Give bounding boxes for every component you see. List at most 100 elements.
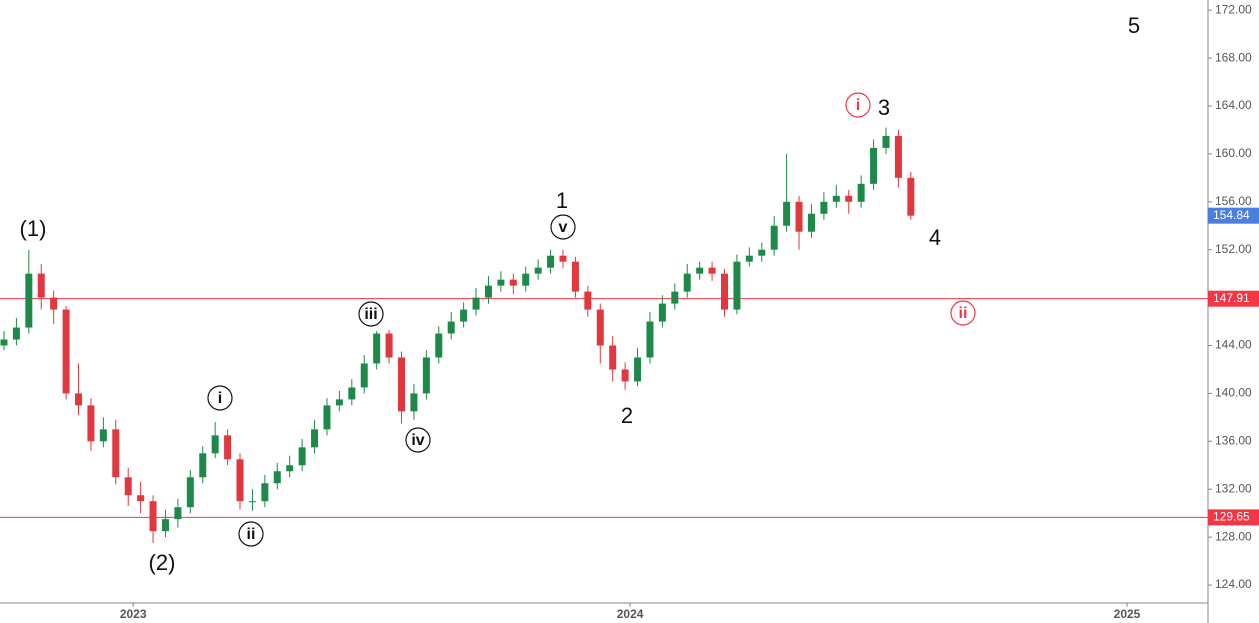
candle-body: [112, 429, 120, 478]
candle-body: [261, 483, 269, 502]
candle-body: [224, 435, 232, 460]
candle-body: [373, 333, 381, 364]
y-tick-label: 132.00: [1215, 481, 1252, 495]
candle-body: [882, 135, 890, 148]
level-label-bg: [1208, 290, 1259, 307]
level-label: 129.65: [1213, 510, 1250, 524]
wave-label: 5: [1128, 13, 1140, 38]
candle-body: [559, 255, 567, 262]
candle-body: [174, 507, 182, 520]
wave-circle: [238, 521, 264, 547]
wave-circle: [950, 300, 976, 326]
candle-body: [497, 279, 505, 286]
wave-circle: [845, 92, 871, 118]
candle-body: [186, 477, 194, 508]
wave-label: i: [856, 97, 860, 114]
candle-body: [273, 471, 281, 484]
wave-circle: [405, 427, 431, 453]
candle-body: [211, 435, 219, 454]
wave-label: (2): [149, 550, 176, 575]
last-price-label: 154.84: [1213, 208, 1250, 222]
y-tick-label: 144.00: [1215, 338, 1252, 352]
candle-body: [857, 183, 865, 202]
candle-body: [820, 201, 828, 214]
candle-body: [522, 273, 530, 286]
candle-body: [422, 357, 430, 394]
candle-body: [646, 321, 654, 358]
candle-body: [161, 519, 169, 532]
candle-body: [435, 333, 443, 358]
wave-label: (1): [20, 216, 47, 241]
candle-body: [696, 267, 704, 274]
last-price-bg: [1208, 207, 1259, 224]
candle-body: [99, 429, 107, 442]
candle-body: [447, 321, 455, 334]
candle-body: [721, 273, 729, 310]
candle-body: [596, 309, 604, 346]
candle-body: [348, 387, 356, 400]
level-label: 147.91: [1213, 291, 1250, 305]
wave-label: 1: [556, 188, 568, 213]
candle-body: [795, 201, 803, 232]
candle-body: [547, 255, 555, 268]
candle-body: [335, 399, 343, 406]
candle-body: [683, 273, 691, 292]
candle-body: [248, 501, 256, 503]
candle-body: [894, 135, 902, 178]
y-tick-label: 140.00: [1215, 386, 1252, 400]
candle-body: [137, 495, 145, 502]
candle-body: [298, 447, 306, 466]
candle-body: [634, 357, 642, 382]
y-tick-label: 172.00: [1215, 2, 1252, 16]
candle-body: [323, 405, 331, 430]
candle-body: [832, 195, 840, 202]
candle-body: [783, 201, 791, 226]
candle-body: [770, 225, 778, 250]
wave-label: ii: [959, 305, 968, 322]
candle-body: [410, 393, 418, 412]
candle-body: [907, 177, 915, 216]
wave-label: 3: [878, 95, 890, 120]
candle-body: [708, 267, 716, 274]
level-label-bg: [1208, 509, 1259, 526]
y-tick-label: 156.00: [1215, 194, 1252, 208]
y-tick-label: 152.00: [1215, 242, 1252, 256]
candle-body: [584, 291, 592, 310]
wave-label: 2: [621, 403, 633, 428]
x-tick-label: 2023: [120, 607, 147, 621]
candle-body: [534, 267, 542, 274]
y-tick-label: 160.00: [1215, 146, 1252, 160]
wave-label: 4: [929, 225, 941, 250]
y-tick-label: 128.00: [1215, 529, 1252, 543]
candle-body: [658, 303, 666, 322]
candle-body: [62, 309, 70, 394]
candle-body: [398, 357, 406, 412]
candle-body: [87, 405, 95, 442]
candle-body: [75, 393, 83, 406]
x-tick-label: 2025: [1114, 607, 1141, 621]
candle-body: [37, 273, 45, 298]
candle-body: [758, 249, 766, 256]
candle-body: [236, 459, 244, 502]
candle-body: [0, 339, 8, 346]
candle-body: [621, 369, 629, 382]
candle-body: [807, 213, 815, 232]
y-tick-label: 136.00: [1215, 433, 1252, 447]
candle-body: [124, 477, 132, 496]
wave-circle: [550, 214, 576, 240]
wave-circle: [207, 385, 233, 411]
candle-body: [870, 147, 878, 184]
candle-body: [509, 279, 517, 286]
candle-body: [460, 309, 468, 322]
y-tick-label: 168.00: [1215, 50, 1252, 64]
wave-label: v: [559, 219, 568, 236]
candle-body: [149, 501, 157, 532]
candle-body: [199, 453, 207, 478]
wave-label: iii: [364, 306, 377, 323]
wave-label: iv: [411, 432, 424, 449]
candle-body: [385, 333, 393, 358]
candle-body: [745, 255, 753, 262]
y-tick-label: 124.00: [1215, 577, 1252, 591]
x-tick-label: 2024: [617, 607, 644, 621]
